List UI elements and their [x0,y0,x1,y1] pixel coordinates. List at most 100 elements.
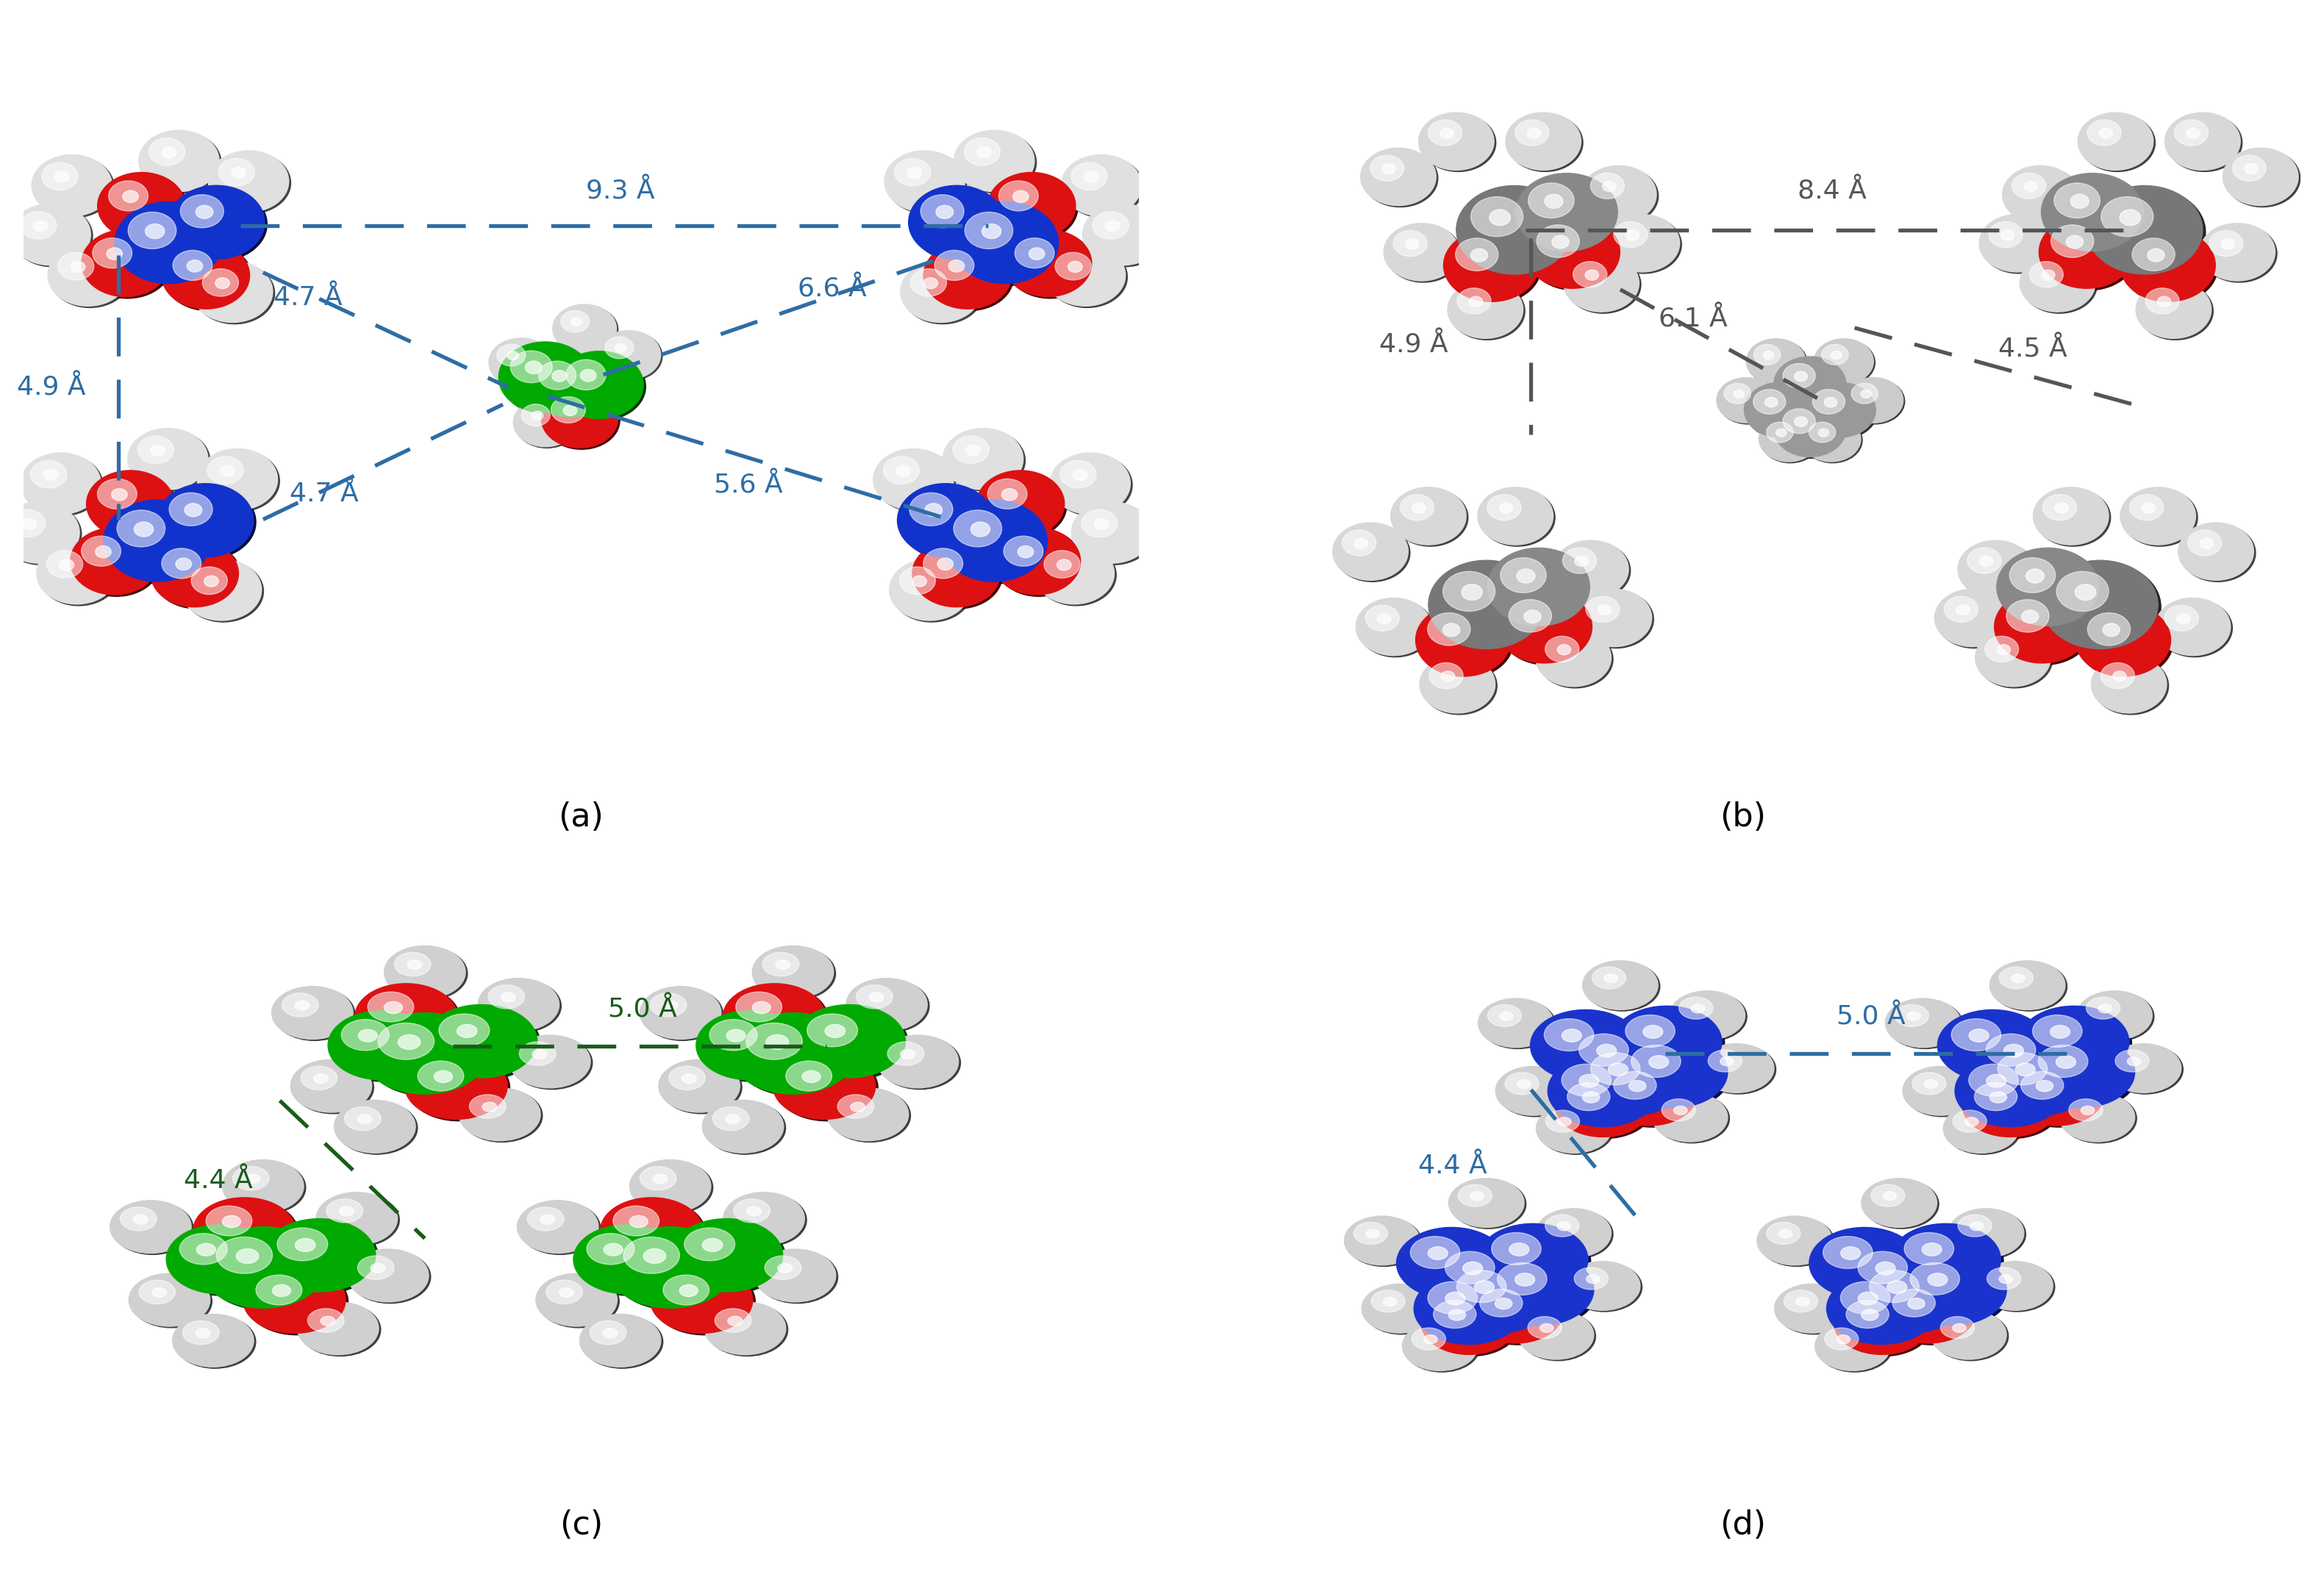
Circle shape [290,1060,372,1112]
Circle shape [42,162,79,191]
Circle shape [205,576,218,587]
Circle shape [1002,489,1018,500]
Circle shape [383,1001,402,1014]
Circle shape [1081,509,1118,538]
Circle shape [2075,604,2171,677]
Circle shape [1748,341,1808,385]
Circle shape [356,984,458,1050]
Circle shape [546,1281,583,1304]
Circle shape [1868,1271,1920,1303]
Circle shape [1766,1222,1801,1244]
Circle shape [1655,1094,1729,1143]
Circle shape [263,1219,376,1292]
Circle shape [1783,408,1815,434]
Circle shape [349,1251,430,1303]
Circle shape [195,263,274,323]
Circle shape [2022,1071,2064,1099]
Circle shape [2210,230,2243,257]
Circle shape [1624,1016,1676,1047]
Circle shape [112,489,128,500]
Circle shape [544,391,621,449]
Circle shape [205,1228,328,1310]
Circle shape [293,1061,374,1113]
Circle shape [913,576,927,587]
Circle shape [1599,604,1611,615]
Circle shape [955,132,1037,192]
Circle shape [237,1249,258,1263]
Circle shape [2066,235,2082,249]
Circle shape [723,1192,804,1246]
Circle shape [2143,503,2154,513]
Circle shape [767,1035,788,1049]
Circle shape [2020,254,2096,312]
Circle shape [1037,544,1116,606]
Circle shape [1604,975,1618,982]
Circle shape [1446,1292,1464,1304]
Circle shape [49,244,128,306]
Circle shape [2008,1064,2103,1126]
Circle shape [1980,214,2054,271]
Circle shape [1383,224,1459,281]
Circle shape [1964,1118,1978,1126]
Circle shape [2040,218,2136,290]
Circle shape [1585,596,1620,623]
Circle shape [1564,1025,1676,1096]
Circle shape [1462,1262,1483,1274]
Circle shape [990,173,1078,241]
Circle shape [1887,1000,1964,1049]
Circle shape [558,353,646,421]
Circle shape [1882,1192,1896,1200]
Circle shape [2145,289,2180,314]
Circle shape [1487,495,1522,520]
Circle shape [1734,390,1745,397]
Circle shape [948,260,964,273]
Circle shape [1989,960,2066,1009]
Circle shape [1604,214,1680,271]
Circle shape [1566,1083,1611,1110]
Circle shape [600,1197,702,1265]
Circle shape [1766,423,1794,443]
Circle shape [1629,1080,1645,1091]
Circle shape [1490,210,1511,226]
Circle shape [1095,519,1109,530]
Circle shape [216,1236,272,1274]
Circle shape [383,946,465,998]
Text: 4.7 Å: 4.7 Å [274,285,342,311]
Circle shape [1050,453,1129,514]
Circle shape [218,158,256,186]
Circle shape [95,546,112,558]
Circle shape [2027,569,2045,583]
Circle shape [1859,1292,1878,1304]
Circle shape [1043,550,1081,579]
Circle shape [1497,1066,1571,1115]
Circle shape [358,1030,376,1042]
Circle shape [1841,1282,1889,1314]
Circle shape [1557,645,1571,654]
Circle shape [530,355,614,418]
Circle shape [572,317,583,326]
Circle shape [1422,1293,1518,1355]
Circle shape [511,1036,593,1090]
Circle shape [511,350,553,383]
Circle shape [955,203,1062,285]
Circle shape [1817,429,1829,437]
Circle shape [2024,1036,2136,1107]
Circle shape [851,1102,865,1112]
Circle shape [537,1274,618,1328]
Circle shape [277,1228,328,1260]
Circle shape [1497,590,1592,662]
Circle shape [1999,1274,2013,1284]
Circle shape [641,987,723,1041]
Circle shape [1913,1072,1945,1094]
Circle shape [469,1094,507,1118]
Circle shape [272,1285,290,1296]
Circle shape [1831,352,1841,360]
Circle shape [1532,1009,1641,1082]
Circle shape [1813,1228,1922,1301]
Circle shape [1457,186,1573,274]
Circle shape [1557,1118,1571,1126]
Circle shape [1597,1044,1618,1057]
Circle shape [1999,1053,2047,1085]
Circle shape [397,1035,421,1049]
Circle shape [1450,282,1525,341]
